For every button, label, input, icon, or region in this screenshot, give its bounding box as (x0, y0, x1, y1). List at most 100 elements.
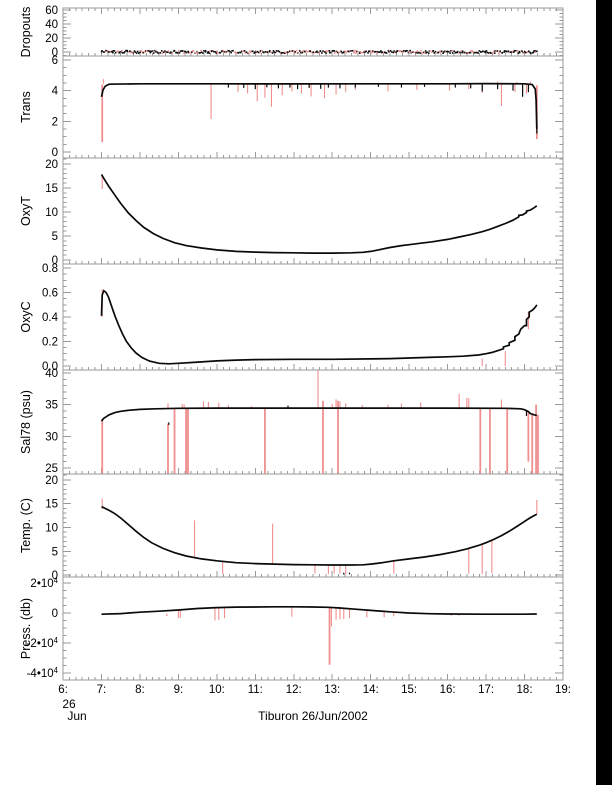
scatter-dot (223, 51, 226, 53)
scatter-dot (387, 49, 390, 52)
scatter-dot (213, 51, 215, 53)
scatter-dot (306, 50, 309, 53)
y-tick-label: 20 (45, 159, 58, 171)
scatter-dot (140, 50, 142, 52)
scatter-dot (321, 52, 323, 54)
data-line-oxyt (100, 174, 538, 254)
scatter-dot (282, 51, 284, 54)
scatter-dot (144, 50, 147, 53)
x-tick-label: 12: (286, 684, 302, 696)
scatter-dot (344, 50, 347, 53)
x-tick-label: 6: (58, 684, 68, 696)
scatter-dot (518, 50, 521, 53)
scatter-dot (420, 49, 422, 52)
scatter-dot (196, 51, 199, 53)
scatter-dot (319, 50, 322, 52)
scatter-dot (191, 51, 193, 53)
scatter-dot (493, 52, 496, 54)
scatter-dot (237, 52, 240, 54)
scatter-dot (422, 51, 425, 54)
scatter-dot (381, 51, 384, 53)
scatter-dot (510, 51, 513, 53)
panel-box-4 (62, 369, 564, 475)
scatter-dot (293, 50, 295, 52)
scatter-dot (232, 49, 234, 52)
scatter-dot (379, 51, 381, 53)
panel-ylabel: Temp. (C) (19, 498, 33, 553)
scatter-dot (195, 52, 197, 54)
scatter-dot (513, 49, 516, 52)
x-tick-label: 17: (478, 684, 494, 696)
scatter-dot (389, 50, 392, 52)
scatter-dot (367, 52, 369, 54)
y-tick-label: 25 (45, 463, 58, 475)
scatter-dot (269, 50, 271, 52)
scatter-dot (357, 50, 359, 53)
scatter-dot (315, 51, 317, 53)
scatter-dot (162, 51, 165, 53)
scatter-dot (333, 50, 336, 52)
scatter-dot (308, 50, 310, 53)
scatter-dot (333, 52, 336, 54)
scatter-dot (103, 51, 105, 53)
y-tick-label: 10 (45, 522, 58, 534)
scatter-dot (165, 51, 168, 53)
data-line-sal78-psu- (100, 407, 537, 422)
scatter-dot (412, 51, 414, 53)
scatter-dot (118, 51, 121, 53)
scatter-dot (274, 50, 277, 53)
scatter-dot (135, 52, 138, 54)
scatter-dot (279, 51, 282, 54)
scatter-dot (536, 50, 538, 52)
scatter-dot (138, 52, 140, 54)
scatter-dot (120, 51, 122, 53)
x-tick-label: 8: (135, 684, 145, 696)
scatter-dot (411, 51, 413, 53)
scatter-dot (442, 52, 444, 54)
scatter-dot (217, 52, 219, 54)
scatter-dot (278, 51, 281, 53)
scatter-dot (432, 50, 435, 52)
scatter-dot (501, 51, 504, 54)
scatter-dot (399, 50, 402, 52)
scatter-dot (167, 51, 169, 54)
scatter-dot (499, 50, 501, 53)
scatter-dot (380, 50, 382, 52)
scatter-dot (385, 52, 388, 54)
scatter-dot (388, 49, 391, 52)
scatter-dot (363, 50, 366, 53)
scatter-dot (329, 51, 332, 54)
scatter-dot (142, 51, 145, 54)
x-tick-label: 11: (248, 684, 263, 696)
scatter-dot (130, 51, 133, 54)
scatter-dot (160, 50, 163, 52)
scatter-dot (259, 51, 261, 54)
scatter-dot (204, 49, 207, 52)
scatter-dot (266, 51, 269, 54)
x-tick-label: 7: (97, 684, 107, 696)
scatter-dot (230, 51, 233, 54)
scatter-dot (129, 50, 131, 52)
scatter-dot (532, 51, 535, 54)
scatter-dot (436, 52, 438, 54)
scatter-dot (444, 50, 447, 53)
x-tick-label: 15: (401, 684, 417, 696)
y-tick-label: 2 (52, 116, 58, 128)
x-tick-label: 13: (324, 684, 340, 696)
scatter-dot (331, 50, 334, 52)
y-tick-label: 0 (52, 255, 58, 267)
panel-ylabel: Sal78 (psu) (19, 390, 33, 454)
scatter-dot (259, 50, 262, 52)
scatter-dot (136, 50, 139, 53)
scatter-dot (325, 50, 328, 52)
scatter-dot (403, 49, 405, 52)
panel-ylabel: OxyT (19, 196, 33, 226)
scatter-dot (208, 52, 210, 54)
scatter-dot (451, 49, 453, 52)
scatter-dot (451, 52, 454, 54)
scatter-dot (215, 52, 218, 54)
scatter-dot (460, 50, 463, 52)
data-line-temp-c- (101, 505, 538, 566)
scatter-dot (309, 50, 312, 53)
